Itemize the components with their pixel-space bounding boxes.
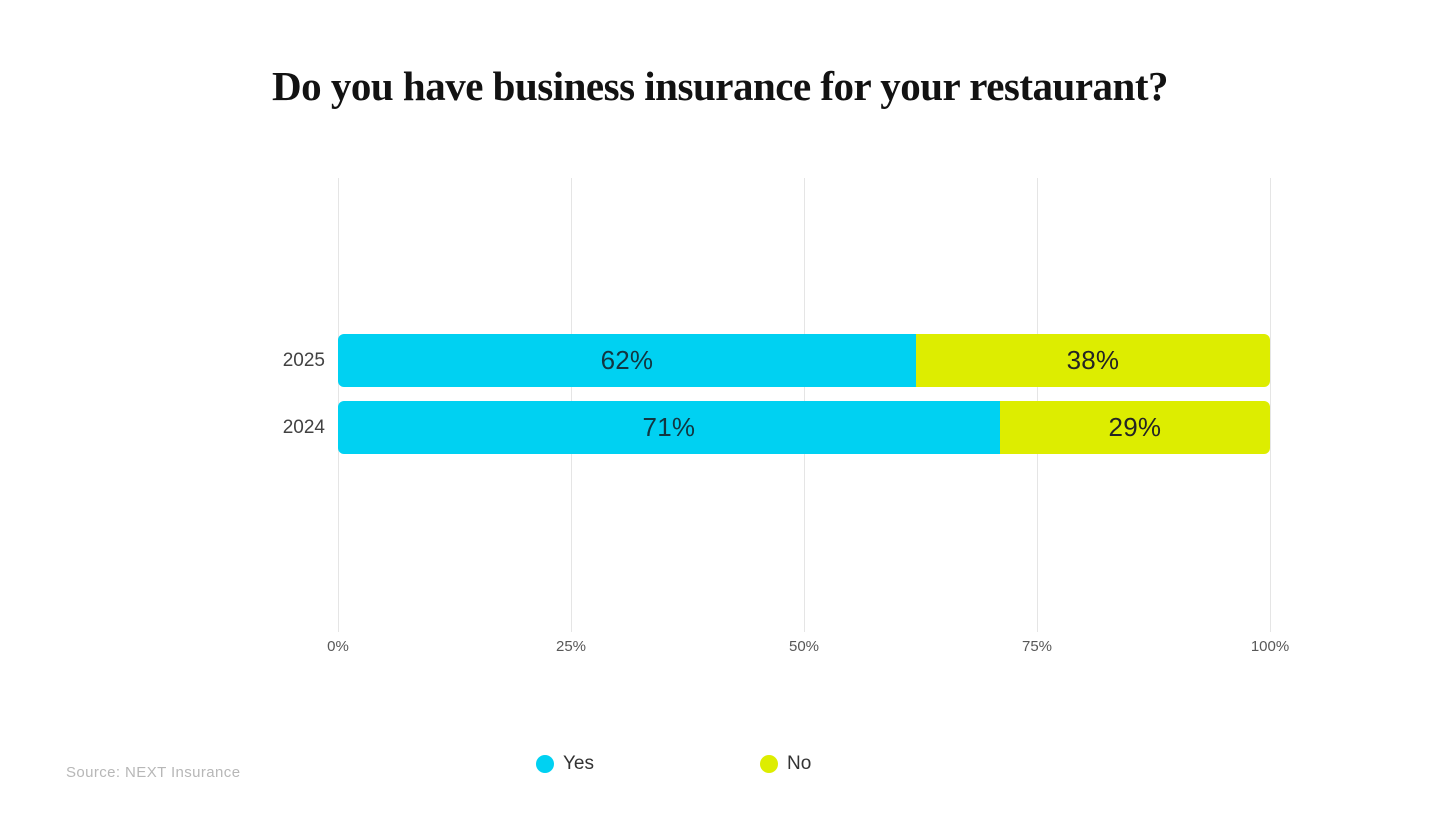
legend: Yes No	[536, 753, 811, 775]
x-axis-tick-75pct: 75%	[1021, 638, 1053, 655]
legend-dot-icon	[760, 755, 778, 773]
x-axis-tick-0pct: 0%	[327, 638, 349, 655]
legend-label: Yes	[563, 753, 594, 774]
legend-dot-icon	[536, 755, 554, 773]
bar-value-label: 29%	[1108, 412, 1162, 442]
legend-item-yes: Yes	[536, 753, 594, 775]
gridline	[1270, 178, 1271, 632]
bar-row-2025: 62% 38%	[338, 334, 1270, 387]
legend-label: No	[787, 753, 812, 774]
bar-row-2024: 71% 29%	[338, 401, 1270, 454]
y-axis-label-2025: 2025	[282, 350, 325, 371]
x-axis-tick-100pct: 100%	[1250, 638, 1290, 655]
x-axis-tick-50pct: 50%	[788, 638, 820, 655]
chart-title: Do you have business insurance for your …	[272, 63, 1168, 109]
bar-value-label: 71%	[642, 412, 696, 442]
bar-segment-yes-2025: 62%	[338, 334, 916, 387]
plot-area: 62% 38% 71% 29%	[338, 178, 1271, 632]
x-axis-tick-25pct: 25%	[555, 638, 587, 655]
bar-segment-no-2025: 38%	[915, 334, 1270, 387]
y-axis-label-2024: 2024	[282, 417, 325, 438]
bar-segment-yes-2024: 71%	[338, 401, 1000, 454]
source-note: Source: NEXT Insurance	[66, 764, 241, 781]
legend-item-no: No	[760, 753, 811, 775]
bar-value-label: 62%	[600, 345, 654, 375]
bar-value-label: 38%	[1066, 345, 1120, 375]
bar-segment-no-2024: 29%	[999, 401, 1270, 454]
